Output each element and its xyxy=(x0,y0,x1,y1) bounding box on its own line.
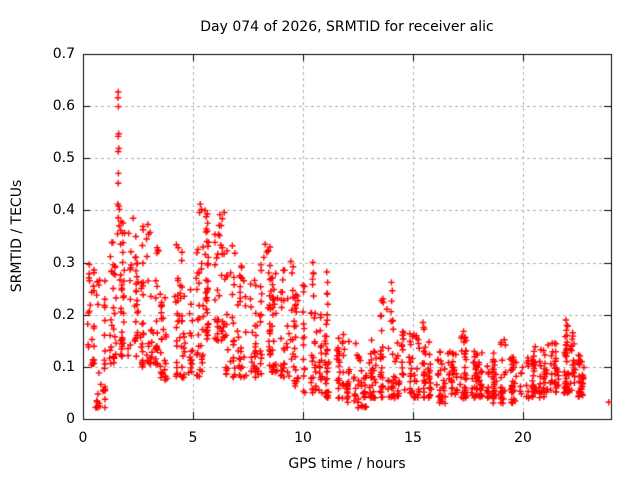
x-axis-label: GPS time / hours xyxy=(288,456,406,472)
x-tick-label: 15 xyxy=(404,430,422,446)
chart-title: Day 074 of 2026, SRMTID for receiver ali… xyxy=(200,19,494,35)
x-tick-label: 20 xyxy=(514,430,532,446)
y-tick-label: 0.7 xyxy=(52,46,75,62)
y-tick-label: 0.2 xyxy=(52,307,75,323)
y-tick-label: 0.1 xyxy=(52,359,75,375)
y-tick-label: 0.6 xyxy=(52,98,75,114)
x-tick-label: 0 xyxy=(78,430,88,446)
y-tick-label: 0 xyxy=(66,411,75,427)
y-tick-label: 0.4 xyxy=(52,202,75,218)
x-tick-label: 5 xyxy=(188,430,198,446)
y-tick-label: 0.5 xyxy=(52,150,75,166)
x-tick-label: 10 xyxy=(294,430,312,446)
y-tick-label: 0.3 xyxy=(52,255,75,271)
